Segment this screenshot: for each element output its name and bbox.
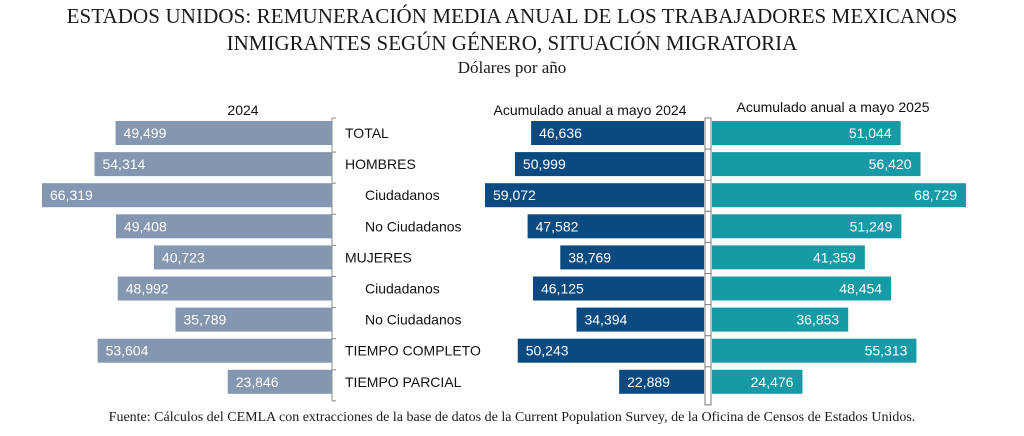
bar-may-2025	[712, 338, 917, 363]
bar-may-2024	[532, 276, 704, 301]
bar-may-2025	[712, 214, 902, 239]
bar-may-2025	[712, 121, 901, 145]
category-label: No Ciudadanos	[365, 218, 462, 234]
center-axis-divider	[704, 117, 712, 406]
data-label-2024: 53,604	[106, 343, 149, 359]
data-label-2024: 54,314	[102, 156, 145, 172]
bar-may-2025	[712, 152, 921, 177]
bar-2024	[42, 183, 332, 208]
data-label-may-2025: 56,420	[869, 156, 912, 172]
bar-2024	[97, 338, 332, 363]
bar-may-2024	[560, 245, 704, 270]
category-label: Ciudadanos	[365, 281, 440, 297]
data-label-may-2025: 24,476	[751, 374, 794, 390]
bar-may-2025	[712, 369, 803, 394]
data-label-may-2024: 34,394	[584, 312, 627, 328]
data-label-may-2025: 48,454	[839, 281, 882, 297]
bar-2024	[153, 245, 332, 270]
data-label-2024: 23,846	[236, 374, 279, 390]
category-label: No Ciudadanos	[365, 312, 462, 328]
category-label: TIEMPO PARCIAL	[345, 374, 462, 390]
data-label-may-2024: 50,999	[523, 156, 566, 172]
data-label-may-2025: 55,313	[865, 343, 908, 359]
series-header-may-2025: Acumulado anual a mayo 2025	[736, 99, 929, 115]
bar-may-2025	[712, 307, 849, 332]
source-note: Fuente: Cálculos del CEMLA con extraccio…	[108, 410, 916, 425]
data-label-2024: 49,499	[124, 125, 167, 141]
bar-may-2025	[712, 245, 865, 270]
data-label-2024: 35,789	[184, 312, 227, 328]
data-label-may-2024: 47,582	[536, 218, 579, 234]
data-label-2024: 49,408	[124, 218, 167, 234]
bar-may-2024	[514, 152, 704, 177]
category-label: HOMBRES	[345, 156, 416, 172]
data-label-may-2024: 59,072	[493, 187, 536, 203]
data-label-may-2024: 46,125	[541, 281, 584, 297]
bar-may-2025	[712, 183, 966, 208]
category-label: MUJERES	[345, 249, 412, 265]
data-label-may-2024: 22,889	[627, 374, 670, 390]
bar-2024	[94, 152, 332, 177]
bar-may-2024	[576, 307, 704, 332]
bar-may-2024	[619, 369, 704, 394]
data-label-may-2024: 38,769	[568, 249, 611, 265]
bar-may-2024	[517, 338, 704, 363]
data-label-may-2024: 46,636	[539, 125, 582, 141]
bar-may-2024	[531, 121, 704, 145]
bar-2024	[117, 276, 332, 301]
data-label-may-2025: 68,729	[914, 187, 957, 203]
bar-may-2024	[527, 214, 704, 239]
bar-may-2024	[485, 183, 704, 208]
data-label-may-2024: 50,243	[526, 343, 569, 359]
data-label-2024: 48,992	[126, 281, 169, 297]
data-label-2024: 66,319	[50, 187, 93, 203]
series-header-2024: 2024	[227, 102, 258, 118]
data-label-may-2025: 36,853	[796, 312, 839, 328]
bar-2024	[115, 121, 332, 145]
bar-may-2025	[712, 276, 892, 301]
data-label-may-2025: 41,359	[813, 249, 856, 265]
chart-subtitle: Dólares por año	[457, 58, 567, 77]
category-label: TOTAL	[345, 125, 389, 141]
data-label-2024: 40,723	[162, 249, 205, 265]
category-label: TIEMPO COMPLETO	[345, 343, 481, 359]
chart-title-line-1: ESTADOS UNIDOS: REMUNERACIÓN MEDIA ANUAL…	[66, 4, 958, 28]
chart-title-line-2: INMIGRANTES SEGÚN GÉNERO, SITUACIÓN MIGR…	[226, 31, 798, 55]
category-label: Ciudadanos	[365, 187, 440, 203]
data-label-may-2025: 51,249	[850, 218, 893, 234]
bar-2024	[115, 214, 333, 239]
bar-2024	[227, 369, 332, 394]
series-header-may-2024: Acumulado anual a mayo 2024	[493, 102, 686, 118]
data-label-may-2025: 51,044	[849, 125, 892, 141]
bar-2024	[175, 307, 332, 332]
